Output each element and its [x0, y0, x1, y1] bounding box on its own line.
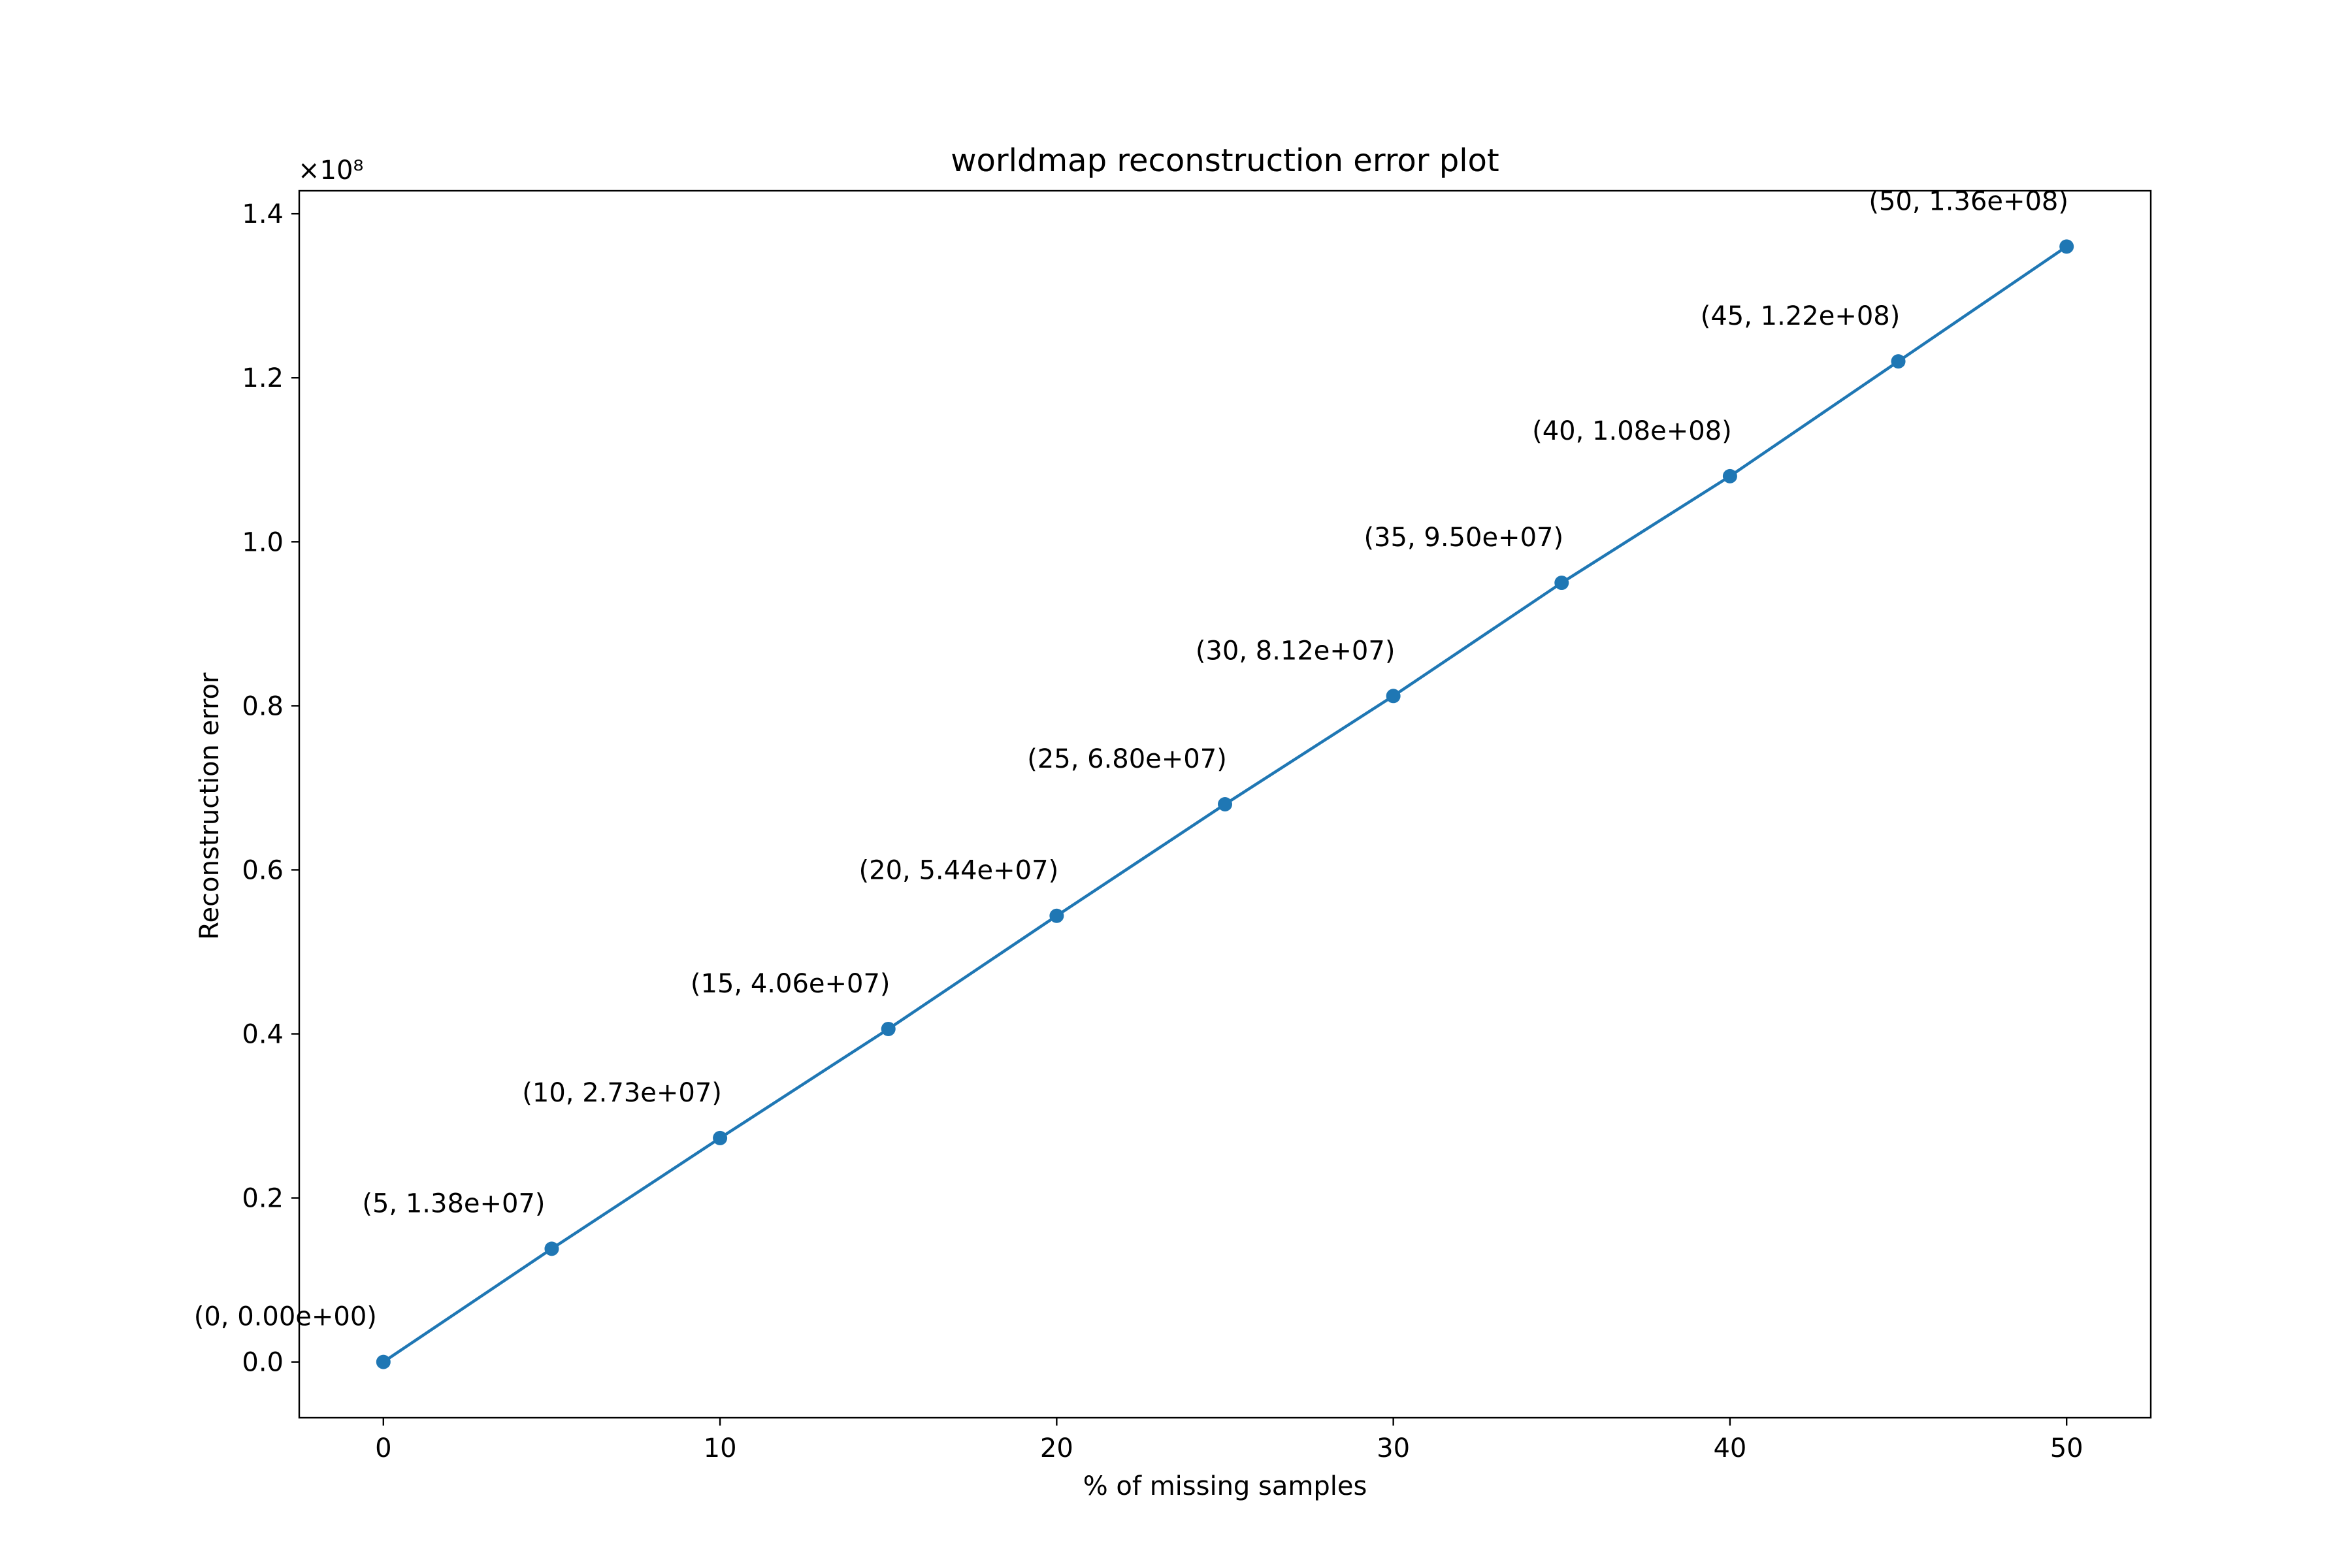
y-tick-label: 0.4 — [242, 1019, 284, 1049]
data-point — [1386, 689, 1401, 704]
y-tick-label: 1.0 — [242, 527, 284, 557]
x-tick-label: 20 — [1040, 1433, 1073, 1463]
data-point — [2059, 239, 2074, 254]
data-point-label: (10, 2.73e+07) — [522, 1078, 722, 1108]
data-point — [1554, 576, 1569, 591]
data-point — [1049, 908, 1064, 923]
data-point — [1722, 468, 1737, 483]
data-point-label: (35, 9.50e+07) — [1364, 523, 1563, 553]
data-point-label: (30, 8.12e+07) — [1196, 636, 1396, 666]
y-tick-label: 1.4 — [242, 199, 284, 229]
series-points — [376, 239, 2074, 1369]
y-axis-label: Reconstruction error — [195, 672, 225, 939]
data-point-label: (40, 1.08e+08) — [1532, 416, 1732, 446]
data-point-label: (5, 1.38e+07) — [362, 1188, 545, 1218]
data-point — [881, 1021, 896, 1036]
data-point — [544, 1241, 559, 1256]
data-point-label: (45, 1.22e+08) — [1701, 301, 1901, 331]
y-tick-label: 0.8 — [242, 691, 284, 721]
data-point — [376, 1354, 391, 1369]
data-point-label: (0, 0.00e+00) — [194, 1302, 377, 1332]
data-point — [713, 1130, 728, 1145]
x-tick-label: 0 — [375, 1433, 391, 1463]
data-point-label: (25, 6.80e+07) — [1027, 744, 1227, 774]
plot-area-frame — [298, 189, 2152, 1419]
x-axis-label: % of missing samples — [1083, 1471, 1367, 1501]
x-tick-label: 30 — [1377, 1433, 1410, 1463]
y-tick-label: 0.0 — [242, 1348, 284, 1378]
chart-title: worldmap reconstruction error plot — [951, 142, 1499, 179]
y-axis-multiplier: ×10⁸ — [298, 155, 363, 186]
x-tick-label: 40 — [1713, 1433, 1746, 1463]
data-point — [1891, 354, 1906, 369]
x-axis-ticks: 0 10 20 30 40 50 — [375, 1418, 2083, 1463]
y-axis-ticks: 0.0 0.2 0.4 0.6 0.8 1.0 1.2 1.4 — [242, 199, 299, 1378]
data-point-label: (15, 4.06e+07) — [691, 969, 890, 999]
data-point — [1218, 797, 1232, 811]
data-point-label: (20, 5.44e+07) — [859, 856, 1059, 886]
y-tick-label: 1.2 — [242, 363, 284, 393]
x-tick-label: 10 — [704, 1433, 737, 1463]
x-tick-label: 50 — [2050, 1433, 2083, 1463]
y-tick-label: 0.2 — [242, 1184, 284, 1214]
y-tick-label: 0.6 — [242, 855, 284, 885]
point-labels: (0, 0.00e+00) (5, 1.38e+07) (10, 2.73e+07)… — [194, 186, 2068, 1331]
